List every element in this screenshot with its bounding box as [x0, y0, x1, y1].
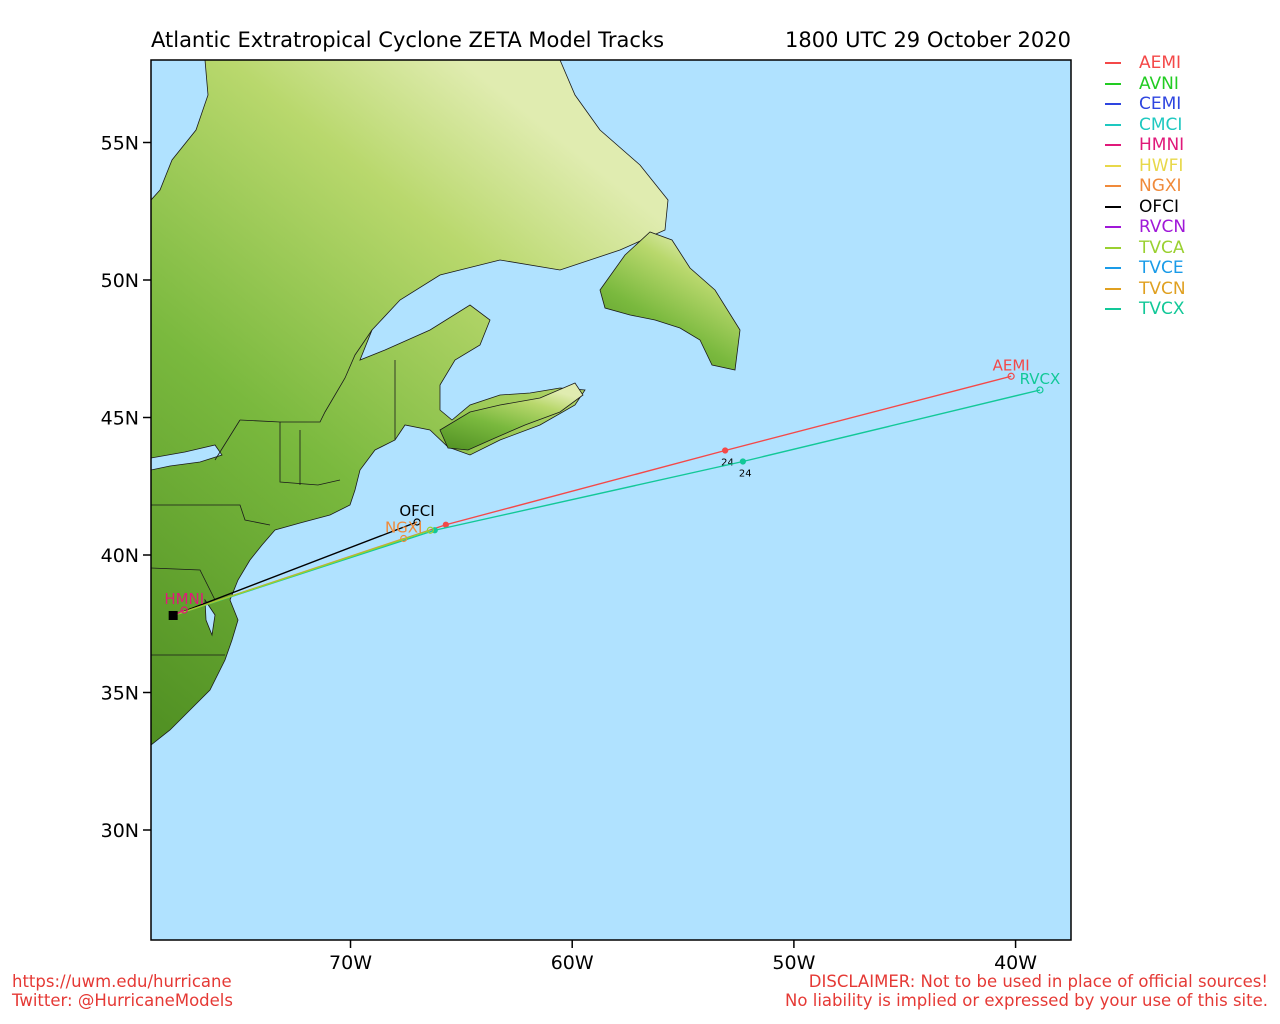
- track-tvca: [172, 529, 431, 617]
- legend-item: CMCI: [1100, 115, 1186, 136]
- lon-tick-label: 70W: [329, 952, 372, 974]
- track-point: [739, 458, 747, 465]
- north-america-land: [151, 60, 669, 746]
- legend-label: CMCI: [1139, 114, 1183, 135]
- legend-swatch: [1105, 144, 1121, 147]
- legend-label: NGXI: [1139, 176, 1182, 197]
- legend-label: AEMI: [1139, 53, 1182, 74]
- storm-position-marker: [168, 611, 178, 620]
- hudson-bay-water: [151, 60, 209, 201]
- legend-swatch: [1105, 103, 1121, 106]
- track-end-label: RVCX: [1020, 370, 1061, 388]
- legend-swatch: [1105, 185, 1121, 188]
- state-borders: [151, 329, 396, 656]
- lat-tick-label: 40N: [101, 545, 139, 567]
- lat-tick-label: 55N: [101, 133, 139, 155]
- footer-links: https://uwm.edu/hurricane Twitter: @Hurr…: [12, 972, 233, 1010]
- disclaimer: DISCLAIMER: Not to be used in place of o…: [785, 972, 1268, 1010]
- map-frame: [150, 59, 1072, 941]
- track-point: [722, 447, 729, 454]
- legend-swatch: [1105, 246, 1121, 249]
- legend-label: AVNI: [1139, 73, 1179, 94]
- legend-item: NGXI: [1100, 176, 1186, 197]
- lon-tick-label: 60W: [551, 952, 594, 974]
- legend-swatch: [1105, 226, 1121, 229]
- legend-item: TVCE: [1100, 258, 1186, 279]
- lat-tick-label: 35N: [101, 683, 139, 705]
- track-point: [180, 606, 188, 614]
- lat-tick-label: 45N: [101, 408, 139, 430]
- legend-swatch: [1105, 267, 1121, 270]
- legend-label: RVCN: [1139, 217, 1187, 238]
- legend-item: HMNI: [1100, 135, 1186, 156]
- chesapeake-water: [204, 598, 216, 637]
- great-lakes-water: [151, 444, 223, 471]
- lat-tick-label: 50N: [101, 270, 139, 292]
- website-link[interactable]: https://uwm.edu/hurricane: [12, 972, 232, 991]
- lon-tick-label: 50W: [772, 952, 815, 974]
- model-legend: AEMI AVNI CEMI CMCI HMNI HWFI NGXI OFCI RVCN TVCA…: [1100, 53, 1186, 320]
- track-end-label: HMNI: [164, 590, 204, 608]
- track-end-label: OFCI: [399, 502, 434, 520]
- track-point: [1036, 386, 1044, 394]
- legend-item: AEMI: [1100, 53, 1186, 74]
- legend-label: TVCN: [1139, 278, 1186, 299]
- track-end-label: AEMI: [993, 356, 1030, 374]
- legend-label: CEMI: [1139, 94, 1182, 115]
- land-layer: [151, 60, 741, 746]
- legend-item: TVCX: [1100, 299, 1186, 320]
- legend-swatch: [1105, 123, 1121, 126]
- track-end-label: NGXI: [385, 519, 423, 537]
- disclaimer-line-2: No liability is implied or expressed by …: [785, 991, 1268, 1010]
- legend-swatch: [1105, 62, 1121, 65]
- legend-label: TVCX: [1139, 299, 1185, 320]
- track-point: [426, 526, 434, 534]
- legend-swatch: [1105, 164, 1121, 167]
- legend-item: TVCA: [1100, 238, 1186, 259]
- legend-swatch: [1105, 308, 1121, 311]
- track-point: [442, 521, 449, 528]
- legend-label: OFCI: [1139, 196, 1180, 217]
- legend-item: RVCN: [1100, 217, 1186, 238]
- lat-tick-label: 30N: [101, 820, 139, 842]
- forecast-hour-label: 24: [721, 458, 734, 469]
- disclaimer-line-1: DISCLAIMER: Not to be used in place of o…: [808, 972, 1268, 991]
- axis-ticks: 55N 50N 45N 40N 35N 30N 70W 60W 50W 40W: [101, 133, 1038, 975]
- map-title: Atlantic Extratropical Cyclone ZETA Mode…: [151, 28, 665, 52]
- track-ofci: [172, 521, 418, 617]
- track-point: [413, 518, 421, 526]
- legend-item: AVNI: [1100, 74, 1186, 95]
- legend-swatch: [1105, 205, 1121, 208]
- map-timestamp: 1800 UTC 29 October 2020: [785, 28, 1071, 52]
- legend-swatch: [1105, 287, 1121, 290]
- legend-label: TVCA: [1139, 237, 1185, 258]
- nova-scotia: [439, 382, 584, 451]
- legend-item: OFCI: [1100, 197, 1186, 218]
- legend-item: TVCN: [1100, 279, 1186, 300]
- legend-item: CEMI: [1100, 94, 1186, 115]
- forecast-hour-label: 24: [739, 469, 752, 480]
- twitter-handle[interactable]: Twitter: @HurricaneModels: [12, 991, 233, 1010]
- legend-label: HMNI: [1139, 135, 1185, 156]
- track-point: [1007, 372, 1015, 380]
- legend-swatch: [1105, 82, 1121, 85]
- legend-label: TVCE: [1139, 258, 1184, 279]
- lon-tick-label: 40W: [994, 952, 1037, 974]
- legend-item: HWFI: [1100, 156, 1186, 177]
- legend-label: HWFI: [1139, 155, 1184, 176]
- newfoundland-island: [599, 231, 741, 371]
